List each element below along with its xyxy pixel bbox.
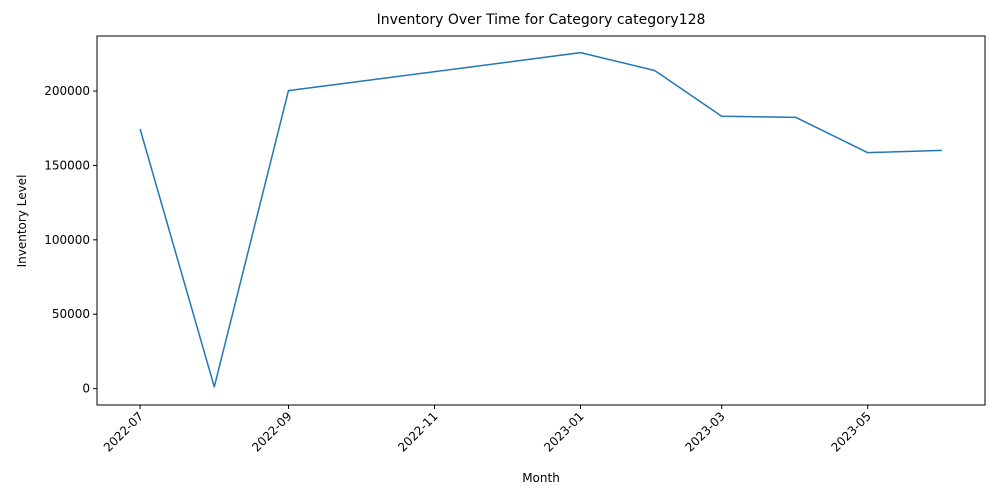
chart-title: Inventory Over Time for Category categor…	[377, 12, 706, 28]
series-line-0	[139, 51, 942, 388]
y-tick-label: 50000	[52, 307, 90, 321]
y-axis: 0 50000 100000 150000 200000	[44, 84, 97, 396]
x-tick-label: 2023-01	[541, 409, 586, 454]
y-tick-label: 200000	[44, 84, 90, 98]
y-tick-label: 100000	[44, 233, 90, 247]
y-axis-label: Inventory Level	[15, 175, 29, 268]
x-tick-label: 2022-07	[101, 409, 146, 454]
x-tick-label: 2022-09	[249, 409, 294, 454]
x-axis: 2022-07 2022-09 2022-11 2023-01 2023-03 2023-…	[101, 405, 874, 455]
axes-frame	[96, 35, 986, 406]
plot-area	[139, 51, 942, 388]
x-tick-label: 2022-11	[395, 409, 440, 454]
x-axis-label: Month	[522, 471, 560, 485]
y-tick-label: 0	[82, 382, 90, 396]
x-tick-label: 2023-05	[828, 409, 873, 454]
x-tick-label: 2023-03	[682, 409, 727, 454]
y-tick-label: 150000	[44, 158, 90, 172]
